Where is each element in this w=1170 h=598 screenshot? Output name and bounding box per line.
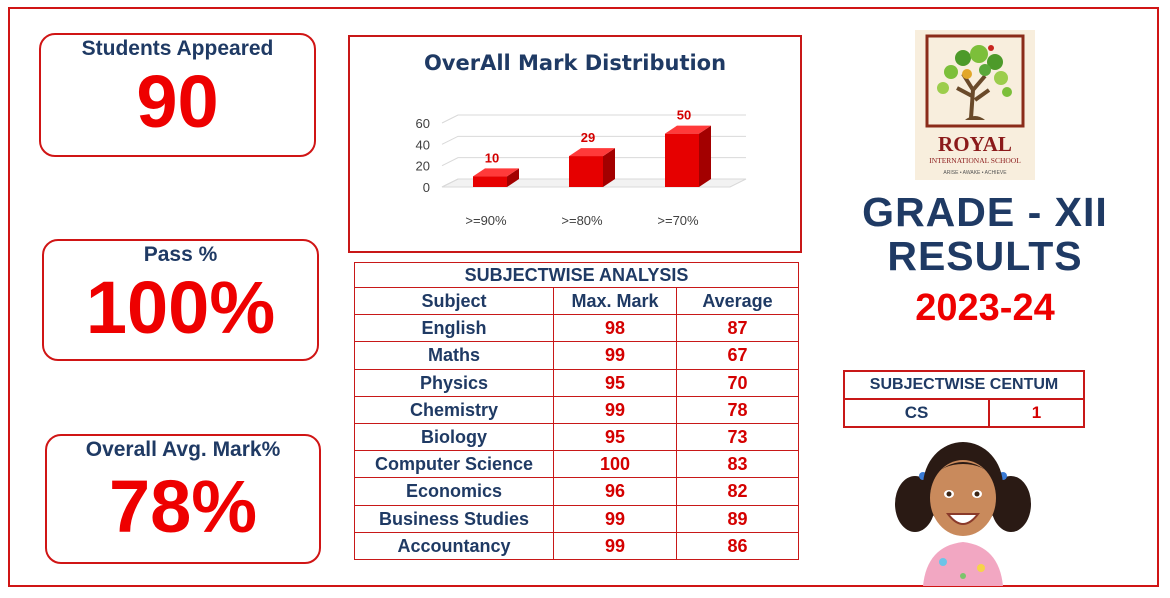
logo-school-name: ROYAL [938, 132, 1012, 156]
column-header-average: Average [676, 286, 799, 316]
pass-percent-card: Pass % 100% [42, 239, 319, 361]
subjectwise-analysis-table: SUBJECTWISE ANALYSIS Subject Max. Mark A… [354, 262, 799, 560]
data-label: 10 [485, 150, 499, 165]
bar-side [507, 168, 519, 187]
column-header-subject: Subject [354, 286, 554, 316]
average-cell: 70 [676, 368, 799, 397]
y-tick-label: 20 [416, 159, 430, 174]
x-tick-label: >=90% [465, 213, 507, 228]
max-mark-cell: 99 [553, 341, 677, 370]
pass-percent-label: Pass % [143, 243, 218, 266]
max-mark-cell: 96 [553, 477, 677, 506]
gridline [441, 157, 746, 167]
average-cell: 82 [676, 477, 799, 506]
y-tick-label: 0 [423, 180, 430, 195]
subject-cell: Economics [354, 477, 554, 506]
bar [473, 176, 507, 187]
max-mark-cell: 100 [553, 450, 677, 479]
overall-average-label: Overall Avg. Mark% [85, 438, 281, 461]
max-mark-cell: 98 [553, 314, 677, 343]
school-logo: ROYAL INTERNATIONAL SCHOOL ARISE • AWAKE… [915, 30, 1035, 180]
data-label: 50 [677, 108, 691, 123]
subjectwise-analysis-title: SUBJECTWISE ANALYSIS [354, 262, 799, 288]
bar-side [603, 148, 615, 187]
data-label: 29 [581, 130, 595, 145]
overall-average-card: Overall Avg. Mark% 78% [45, 434, 321, 564]
centum-subject: CS [843, 398, 990, 428]
max-mark-cell: 95 [553, 368, 677, 397]
y-tick-label: 60 [416, 116, 430, 131]
pass-percent-value: 100% [85, 266, 276, 349]
smiling-girl-illustration [895, 442, 1031, 586]
subject-cell: Computer Science [354, 450, 554, 479]
average-cell: 86 [676, 531, 799, 560]
gridline [441, 178, 746, 188]
grade-label: GRADE - XII [862, 189, 1108, 235]
logo-school-subtitle: INTERNATIONAL SCHOOL [929, 156, 1021, 165]
subject-cell: Maths [354, 341, 554, 370]
table-row: Maths 99 67 [354, 341, 799, 370]
chart-title: OverAll Mark Distribution [423, 51, 727, 75]
bar [569, 156, 603, 187]
students-appeared-label: Students Appeared [81, 37, 274, 60]
max-mark-cell: 99 [553, 531, 677, 560]
table-row: Economics 96 82 [354, 477, 799, 506]
subjectwise-centum-table: SUBJECTWISE CENTUM CS 1 [842, 370, 1086, 428]
gridline [441, 135, 746, 145]
students-appeared-card: Students Appeared 90 [39, 33, 316, 157]
bar-side [699, 125, 711, 187]
table-row: Accountancy 99 86 [354, 531, 799, 560]
average-cell: 73 [676, 422, 799, 452]
table-row: Physics 95 70 [354, 368, 799, 397]
subject-cell: Business Studies [354, 504, 554, 533]
x-tick-label: >=70% [657, 213, 699, 228]
overall-average-value: 78% [108, 465, 258, 548]
bar-top [473, 168, 519, 177]
subject-cell: Biology [354, 422, 554, 452]
subject-cell: English [354, 314, 554, 343]
average-cell: 87 [676, 314, 799, 343]
max-mark-cell: 95 [553, 422, 677, 452]
average-cell: 89 [676, 504, 799, 533]
x-tick-label: >=80% [561, 213, 603, 228]
bar-top [569, 148, 615, 157]
gridline [441, 114, 746, 124]
subject-cell: Chemistry [354, 395, 554, 424]
logo-tagline: ARISE • AWAKE • ACHIEVE [943, 170, 1007, 176]
bar-top [665, 125, 711, 134]
table-row: English 98 87 [354, 314, 799, 343]
results-heading: GRADE - XII RESULTS [830, 190, 1140, 278]
column-header-max-mark: Max. Mark [553, 286, 677, 316]
y-tick-label: 40 [416, 137, 430, 152]
students-appeared-value: 90 [136, 60, 219, 143]
table-row: Computer Science 100 83 [354, 450, 799, 479]
bar [665, 133, 699, 187]
results-label: RESULTS [887, 233, 1083, 279]
table-row: Business Studies 99 89 [354, 504, 799, 533]
centum-count: 1 [987, 398, 1086, 428]
page-frame [8, 7, 1159, 587]
max-mark-cell: 99 [553, 395, 677, 424]
average-cell: 67 [676, 341, 799, 370]
max-mark-cell: 99 [553, 504, 677, 533]
mark-distribution-chart: OverAll Mark Distribution 0 20 40 60 10 >=90%… [348, 35, 802, 253]
average-cell: 83 [676, 450, 799, 479]
table-row: Chemistry 99 78 [354, 395, 799, 424]
table-row: Biology 95 73 [354, 422, 799, 452]
chart-canvas: 0 20 40 60 10 >=90% 29 >=80% 50 >=70% [416, 108, 747, 228]
average-cell: 78 [676, 395, 799, 424]
academic-year: 2023-24 [915, 287, 1055, 329]
subject-cell: Accountancy [354, 531, 554, 560]
centum-title: SUBJECTWISE CENTUM [842, 370, 1086, 400]
subject-cell: Physics [354, 368, 554, 397]
